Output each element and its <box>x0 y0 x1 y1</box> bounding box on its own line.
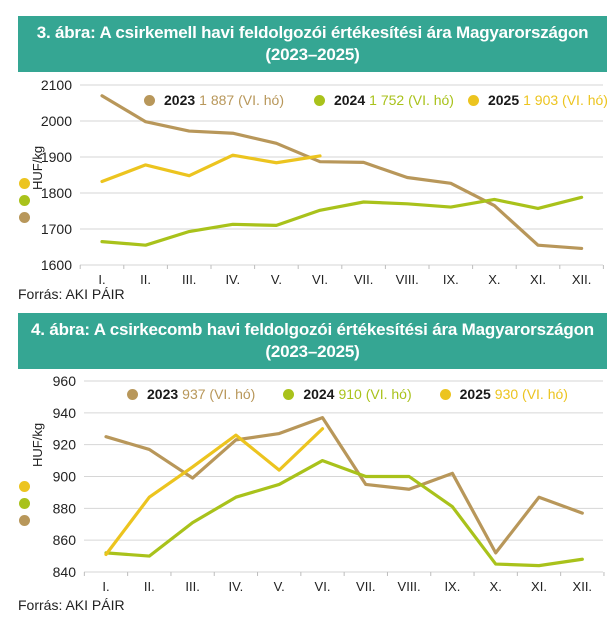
legend-year: 2023 <box>147 386 179 402</box>
legend-year: 2023 <box>164 92 196 108</box>
x-tick-label: VII. <box>356 579 376 594</box>
y-tick-label: 2000 <box>41 113 72 129</box>
legend-dot-icon <box>439 388 451 400</box>
legend-dot-icon <box>283 388 295 400</box>
x-tick-label: IV. <box>229 579 244 594</box>
chart2-side-legend-dots <box>19 481 30 532</box>
y-tick-label: 1800 <box>41 185 72 201</box>
x-tick-label: V. <box>274 579 285 594</box>
legend-year: 2025 <box>459 386 491 402</box>
x-tick-label: VI. <box>312 272 328 287</box>
legend-dot-icon <box>313 94 325 106</box>
legend-value: 1 887 (VI. hó) <box>199 92 284 108</box>
series-line-2024 <box>104 458 584 568</box>
legend-dot-icon <box>144 94 155 106</box>
x-tick-label: X. <box>488 272 500 287</box>
chart1-source: Forrás: AKI PÁIR <box>18 286 125 302</box>
y-tick-label: 900 <box>53 469 77 485</box>
y-tick-label: 1600 <box>41 257 72 273</box>
x-tick-label: I. <box>98 272 105 287</box>
y-tick-label: 960 <box>53 373 77 389</box>
legend-item-2024: 2024 910 (VI. hó) <box>283 386 412 402</box>
x-tick-label: I. <box>102 579 109 594</box>
y-tick-label: 940 <box>53 405 77 421</box>
chart2-title: 4. ábra: A csirkecomb havi feldolgozói é… <box>31 320 594 339</box>
legend-dot-icon <box>127 388 138 400</box>
legend-year: 2025 <box>487 92 520 108</box>
legend-value: 937 (VI. hó) <box>182 386 256 402</box>
x-tick-label: XII. <box>572 272 592 287</box>
legend-dot-2023-icon <box>19 515 30 526</box>
series-line-2023 <box>100 94 584 251</box>
x-tick-label: II. <box>144 579 155 594</box>
x-tick-label: V. <box>271 272 282 287</box>
y-tick-label: 920 <box>53 437 77 453</box>
chart1-side-legend-dots <box>19 178 30 229</box>
x-tick-label: II. <box>140 272 151 287</box>
x-tick-label: XII. <box>573 579 593 594</box>
x-tick-label: III. <box>185 579 199 594</box>
legend-value: 930 (VI. hó) <box>494 386 568 402</box>
legend-item-2025: 2025 1 903 (VI. hó) <box>467 92 608 108</box>
chart1-subtitle: (2023–2025) <box>265 45 360 64</box>
y-tick-label: 840 <box>53 564 77 580</box>
legend-dot-2023-icon <box>19 212 30 223</box>
y-tick-label: 1900 <box>41 149 72 165</box>
x-tick-label: VII. <box>354 272 374 287</box>
legend-item-2024: 2024 1 752 (VI. hó) <box>313 92 454 108</box>
y-tick-label: 1700 <box>41 221 72 237</box>
chart2-legend: 2023 937 (VI. hó) 2024 910 (VI. hó) 2025… <box>127 386 582 402</box>
legend-dot-2025-icon <box>19 481 30 492</box>
x-tick-label: XI. <box>530 272 546 287</box>
chart2-title-bar: 4. ábra: A csirkecomb havi feldolgozói é… <box>18 313 607 369</box>
series-line-2024 <box>100 195 584 247</box>
x-tick-label: XI. <box>531 579 547 594</box>
legend-dot-2025-icon <box>19 178 30 189</box>
x-tick-label: IX. <box>444 579 460 594</box>
x-tick-label: VI. <box>315 579 331 594</box>
chart2-y-axis-label: HUF/kg <box>30 422 45 467</box>
x-tick-label: VIII. <box>398 579 421 594</box>
x-tick-label: IX. <box>443 272 459 287</box>
legend-item-2025: 2025 930 (VI. hó) <box>439 386 568 402</box>
chart2-source: Forrás: AKI PÁIR <box>18 597 125 613</box>
legend-value: 1 752 (VI. hó) <box>369 92 454 108</box>
y-tick-label: 860 <box>53 532 77 548</box>
legend-item-2023: 2023 1 887 (VI. hó) <box>144 92 284 108</box>
legend-dot-2024-icon <box>19 498 30 509</box>
series-line-2025 <box>100 153 322 184</box>
legend-year: 2024 <box>303 386 335 402</box>
y-tick-label: 880 <box>53 500 77 516</box>
chart2-subtitle: (2023–2025) <box>265 342 360 361</box>
x-tick-label: III. <box>182 272 196 287</box>
legend-year: 2024 <box>333 92 366 108</box>
x-tick-label: X. <box>490 579 502 594</box>
series-line-2025 <box>104 427 325 557</box>
y-tick-label: 2100 <box>41 77 72 93</box>
chart1-legend: 2023 1 887 (VI. hó) 2024 1 752 (VI. hó) … <box>144 92 614 108</box>
chart1-plot: 1600 1700 1800 1900 2000 2100 I. II. III. IV. V. VI… <box>41 77 604 287</box>
x-tick-label: VIII. <box>396 272 419 287</box>
legend-dot-2024-icon <box>19 195 30 206</box>
chart1-y-axis-label: HUF/kg <box>30 145 45 190</box>
chart1-title: 3. ábra: A csirkemell havi feldolgozói é… <box>36 23 589 42</box>
legend-item-2023: 2023 937 (VI. hó) <box>127 386 255 402</box>
chart2-plot: 840 860 880 900 920 940 960 I. II. III. IV. V. VI. VI… <box>53 373 605 594</box>
legend-dot-icon <box>467 94 479 106</box>
chart1-title-bar: 3. ábra: A csirkemell havi feldolgozói é… <box>18 16 607 72</box>
x-tick-label: IV. <box>225 272 240 287</box>
legend-value: 910 (VI. hó) <box>338 386 412 402</box>
legend-value: 1 903 (VI. hó) <box>523 92 608 108</box>
